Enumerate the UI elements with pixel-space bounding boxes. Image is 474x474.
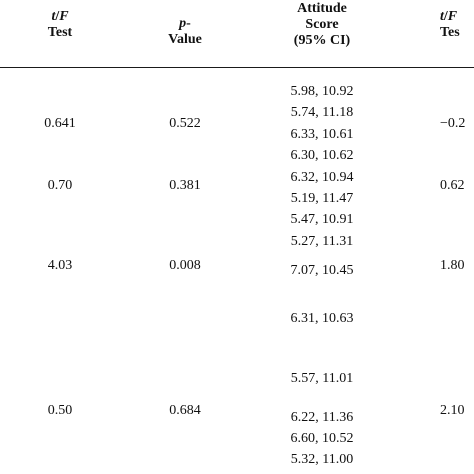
cell-p-group-2: 0.381 — [169, 178, 201, 193]
cell-ci-value: 6.60, 10.52 — [290, 431, 354, 446]
cell-p-group-3: 0.008 — [169, 258, 201, 273]
cell-ci-value: 5.32, 11.00 — [290, 452, 354, 467]
cell-p-group-4: 0.684 — [169, 403, 201, 418]
cell-ci-value: 5.47, 10.91 — [290, 212, 354, 227]
cell-ci-value: 6.22, 11.36 — [290, 410, 354, 425]
header-p-value: p- Value — [168, 16, 202, 47]
cell-ci-value: 5.98, 10.92 — [290, 84, 354, 99]
cell-tf2-group-2: 0.62 — [440, 178, 465, 193]
header-rule — [0, 67, 474, 68]
cell-ci-value: 6.32, 10.94 — [290, 170, 354, 185]
header-tf-test-2: t/F Tes — [440, 9, 460, 40]
cell-tf2-group-4: 2.10 — [440, 403, 465, 418]
cell-tf-group-3: 4.03 — [47, 258, 73, 273]
header-tf-test: t/F Test — [47, 9, 73, 40]
cell-tf-group-2: 0.70 — [47, 178, 73, 193]
header-attitude-score: Attitude Score (95% CI) — [293, 1, 351, 48]
cell-ci-value: 6.31, 10.63 — [290, 311, 354, 326]
cell-tf2-group-3: 1.80 — [440, 258, 465, 273]
cell-ci-value: 6.30, 10.62 — [290, 148, 354, 163]
cell-ci-value: 5.74, 11.18 — [290, 105, 354, 120]
cell-tf-group-1: 0.641 — [44, 116, 76, 131]
cell-p-group-1: 0.522 — [169, 116, 201, 131]
cell-ci-value: 6.33, 10.61 — [290, 127, 354, 142]
cell-tf-group-4: 0.50 — [47, 403, 73, 418]
cell-ci-value: 7.07, 10.45 — [290, 263, 354, 278]
cell-tf2-group-1: −0.2 — [440, 116, 466, 131]
cell-ci-value: 5.27, 11.31 — [290, 234, 354, 249]
cell-ci-value: 5.57, 11.01 — [290, 371, 354, 386]
cell-ci-value: 5.19, 11.47 — [290, 191, 354, 206]
